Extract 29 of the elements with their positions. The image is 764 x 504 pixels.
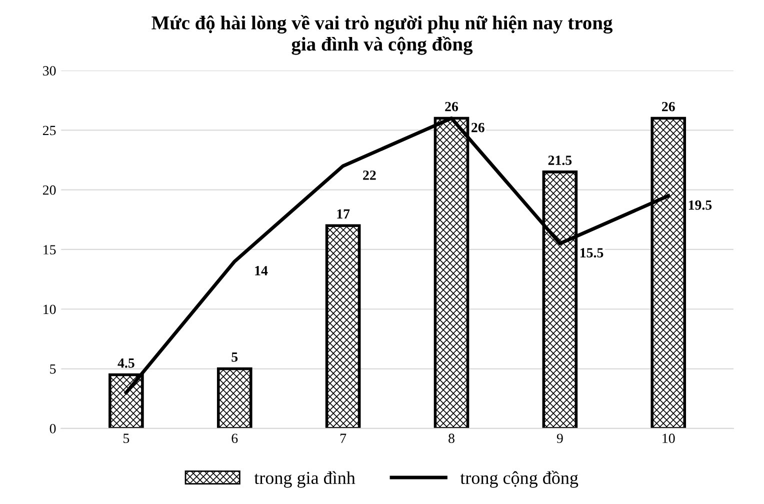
bar: [216, 367, 252, 428]
y-tick-label: 0: [50, 424, 56, 434]
y-tick-label: 20: [42, 185, 56, 195]
data-label: 17: [337, 209, 350, 218]
y-tick-label: 15: [44, 245, 56, 254]
data-label: 19.5: [688, 200, 712, 210]
x-tick-label: 9: [556, 434, 563, 444]
data-label: 21.5: [548, 156, 572, 166]
data-label: 26: [662, 102, 675, 112]
data-label: 26: [445, 102, 458, 112]
data-label: 4.5: [118, 358, 134, 368]
x-tick-label: 7: [340, 434, 346, 443]
x-tick-label: 10: [662, 434, 675, 444]
bar: [325, 224, 361, 428]
x-tick-label: 8: [448, 434, 454, 444]
y-tick-label: 25: [42, 126, 56, 136]
x-tick-label: 5: [124, 434, 130, 444]
data-label: 5: [232, 352, 238, 362]
legend-label: trong cộng đồng: [460, 470, 578, 488]
y-tick-label: 10: [44, 304, 56, 314]
data-label: 14: [255, 266, 268, 276]
data-label: 22: [363, 170, 376, 180]
chart-title: Mức độ hài lòng về vai trò người phụ nữ hiện nay trong gia đình và cộng đồng: [152, 15, 613, 55]
data-label: 15.5: [580, 248, 604, 258]
x-tick-label: 6: [232, 434, 238, 444]
y-tick-label: 30: [43, 66, 56, 76]
y-tick-label: 5: [50, 364, 56, 374]
data-label: 26: [472, 122, 484, 132]
legend-label: trong gia đình: [254, 471, 356, 488]
